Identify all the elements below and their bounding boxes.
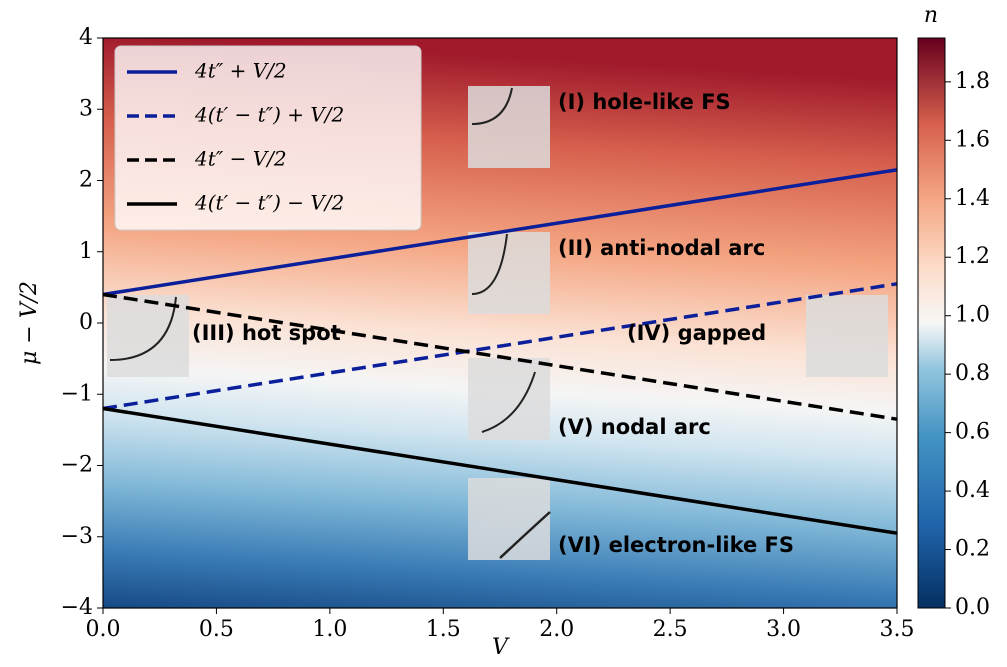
colorbar-tick-label: 0.8 [955,361,990,386]
region-label: (VI) electron-like FS [558,533,794,557]
x-tick-label: 1.5 [426,617,461,642]
region-label: (III) hot spot [192,321,341,345]
region-label: (V) nodal arc [558,415,711,439]
y-axis-label: μ − V/2 [17,281,42,365]
x-tick-label: 3.5 [880,617,915,642]
colorbar-tick-label: 1.6 [955,127,990,152]
inset [468,232,550,314]
y-tick-label: 3 [79,96,93,121]
region-label: (II) anti-nodal arc [558,236,765,260]
x-axis-label: V [492,635,510,660]
colorbar-tick-label: 0.0 [955,595,990,620]
y-tick-label: 1 [79,239,93,264]
colorbar-tick-label: 1.0 [955,303,990,328]
x-tick-label: 2.5 [653,617,688,642]
y-tick-label: −4 [61,595,93,620]
x-tick-label: 0.0 [86,617,121,642]
region-label: (IV) gapped [627,321,766,345]
y-tick-label: 2 [79,168,93,193]
colorbar-tick-label: 1.4 [955,186,990,211]
inset [806,295,888,377]
colorbar-tick-label: 1.8 [955,69,990,94]
x-tick-label: 2.0 [539,617,574,642]
inset [468,358,550,440]
x-tick-label: 3.0 [766,617,801,642]
colorbar-tick-label: 0.4 [955,478,990,503]
y-tick-label: 4 [79,25,93,50]
chart: n V μ − V/2 0.0 0.5 1.0 1.5 2.0 2.5 3.0 3.5 −4 −3… [0,0,1007,663]
legend-label: 4(t′ − t″) − V/2 [194,191,344,215]
colorbar-tick-label: 1.2 [955,244,990,269]
x-tick-label: 1.0 [312,617,347,642]
colorbar-label: n [924,3,938,28]
legend-label: 4(t′ − t″) + V/2 [194,103,344,127]
legend-label: 4t″ + V/2 [194,59,287,83]
inset [468,478,550,560]
y-tick-label: 0 [79,310,93,335]
colorbar-tick-label: 0.2 [955,537,990,562]
legend: 4t″ + V/2 4(t′ − t″) + V/2 4t″ − V/2 4(t′ −… [115,46,421,230]
y-tick-label: −3 [61,524,93,549]
legend-label: 4t″ − V/2 [194,147,287,171]
region-label: (I) hole-like FS [558,90,731,114]
x-tick-label: 0.5 [199,617,234,642]
colorbar [918,38,945,608]
y-tick-label: −1 [61,381,93,406]
colorbar-tick-label: 0.6 [955,420,990,445]
y-tick-label: −2 [61,453,93,478]
